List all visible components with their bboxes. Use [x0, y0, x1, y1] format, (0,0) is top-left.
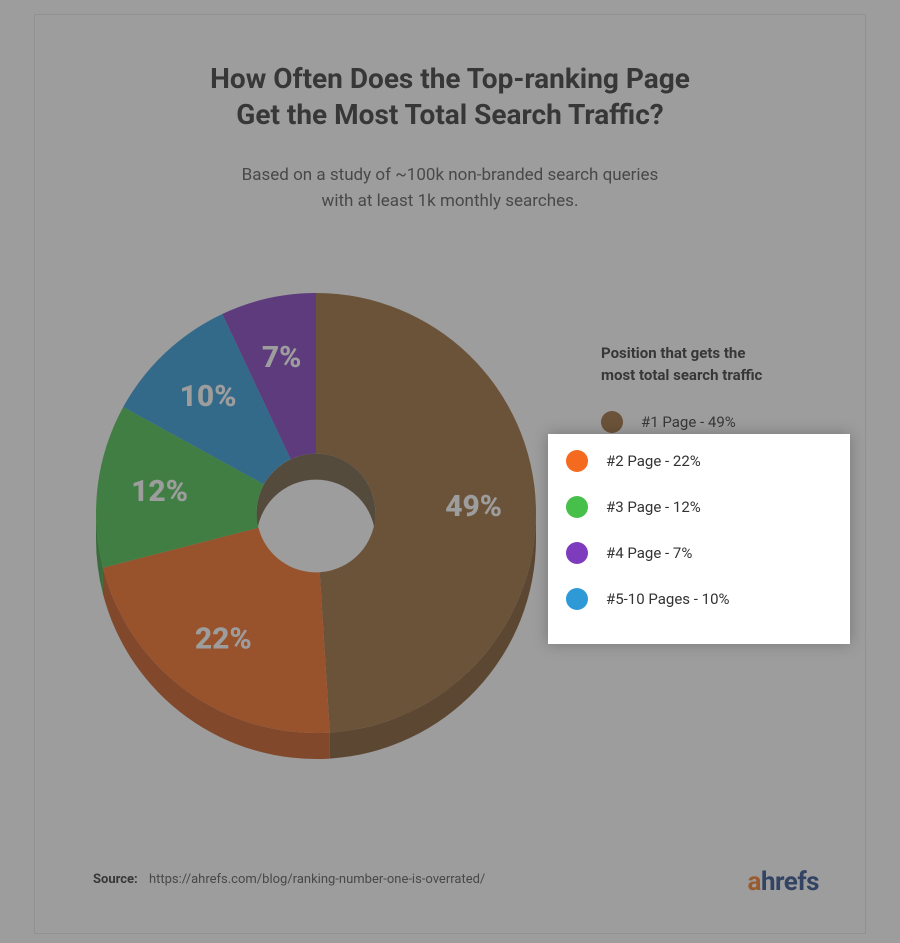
- legend-item: #3 Page - 12%: [601, 503, 765, 525]
- legend: Position that gets the most total search…: [601, 343, 765, 641]
- legend-title: Position that gets the most total search…: [601, 343, 765, 387]
- donut-chart: 49% 22% 12% 10% 7%: [81, 263, 551, 783]
- legend-swatch: [601, 457, 623, 479]
- legend-items: #1 Page - 49% #2 Page - 22% #3 Page - 12% #…: [601, 411, 765, 617]
- legend-item: #1 Page - 49%: [601, 411, 765, 433]
- brand-logo: ahrefs: [748, 867, 819, 897]
- brand-rest: hrefs: [761, 867, 819, 897]
- legend-title-line-1: Position that gets the: [601, 344, 745, 362]
- source-line: Source: https://ahrefs.com/blog/ranking-…: [93, 872, 485, 887]
- brand-first-letter: a: [748, 867, 761, 897]
- legend-item: #2 Page - 22%: [601, 457, 765, 479]
- legend-swatch: [601, 411, 623, 433]
- donut-slice-label: 12%: [131, 474, 188, 509]
- chart-subtitle: Based on a study of ~100k non-branded se…: [35, 162, 865, 215]
- legend-item: #4 Page - 7%: [601, 549, 765, 571]
- title-line-2: Get the Most Total Search Traffic?: [236, 98, 664, 131]
- legend-item: #5-10 Pages - 10%: [601, 595, 765, 617]
- donut-slice-label: 49%: [445, 489, 502, 524]
- infographic-card: How Often Does the Top-ranking Page Get …: [34, 14, 866, 934]
- title-line-1: How Often Does the Top-ranking Page: [210, 62, 690, 95]
- legend-label: #1 Page - 49%: [641, 413, 736, 431]
- donut-slice-label: 10%: [180, 379, 237, 414]
- donut-slice-label: 22%: [195, 622, 252, 657]
- subtitle-line-2: with at least 1k monthly searches.: [322, 191, 579, 211]
- legend-label: #5-10 Pages - 10%: [641, 597, 765, 615]
- donut-slice-label: 7%: [262, 340, 302, 375]
- source-label: Source:: [93, 872, 138, 887]
- subtitle-line-1: Based on a study of ~100k non-branded se…: [242, 165, 659, 185]
- source-url: https://ahrefs.com/blog/ranking-number-o…: [149, 872, 485, 887]
- donut-slice: [316, 293, 536, 733]
- legend-label: #3 Page - 12%: [641, 505, 736, 523]
- legend-swatch: [601, 503, 623, 525]
- legend-label: #2 Page - 22%: [641, 459, 736, 477]
- chart-title: How Often Does the Top-ranking Page Get …: [35, 61, 865, 134]
- legend-title-line-2: most total search traffic: [601, 366, 762, 384]
- legend-label: #4 Page - 7%: [641, 551, 727, 569]
- legend-swatch: [601, 549, 623, 571]
- legend-swatch: [601, 595, 623, 617]
